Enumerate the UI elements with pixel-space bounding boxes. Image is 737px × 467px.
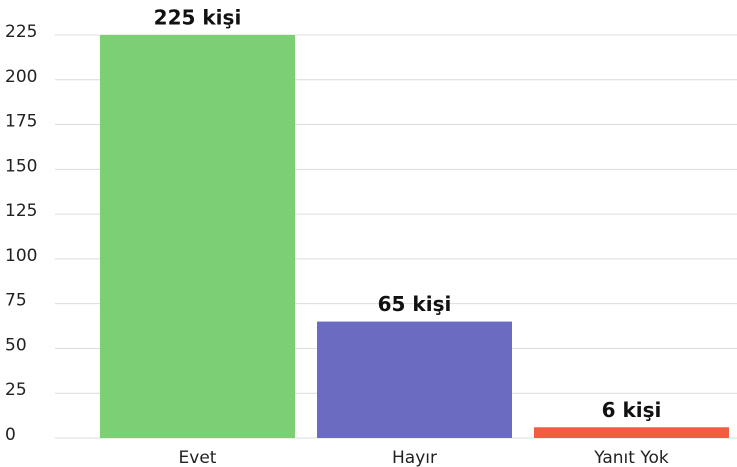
x-tick-label: Evet xyxy=(179,448,217,467)
y-tick-label: 150 xyxy=(5,156,37,176)
bar xyxy=(534,427,729,438)
y-tick-label: 25 xyxy=(5,380,27,400)
y-tick-label: 225 xyxy=(5,22,37,42)
bar xyxy=(100,35,295,438)
y-tick-label: 100 xyxy=(5,246,37,266)
y-tick-label: 175 xyxy=(5,112,37,132)
bar xyxy=(317,321,512,438)
y-tick-label: 125 xyxy=(5,201,37,221)
y-tick-label: 75 xyxy=(5,291,27,311)
y-tick-label: 0 xyxy=(5,425,16,445)
value-label: 6 kişi xyxy=(602,398,662,422)
value-label: 65 kişi xyxy=(378,292,452,316)
y-tick-label: 200 xyxy=(5,67,37,87)
x-tick-label: Yanıt Yok xyxy=(593,448,669,467)
value-label: 225 kişi xyxy=(154,6,242,30)
x-tick-label: Hayır xyxy=(392,448,437,467)
y-tick-label: 50 xyxy=(5,335,27,355)
